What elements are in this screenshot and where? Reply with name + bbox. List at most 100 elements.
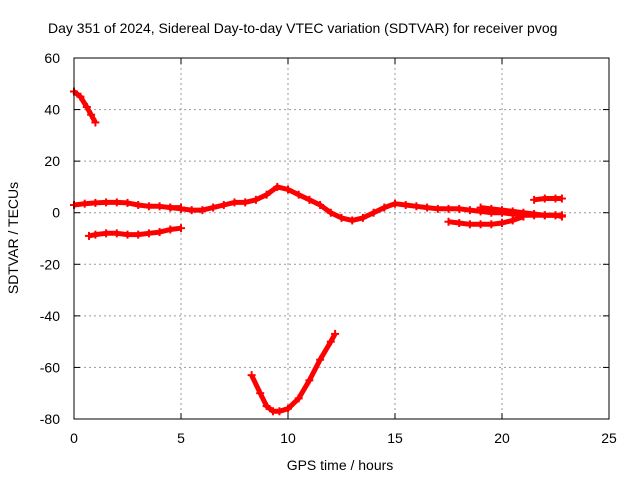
data-point (102, 198, 111, 207)
data-point (487, 204, 496, 213)
data-point (273, 182, 282, 191)
data-point (166, 225, 175, 234)
chart-title: Day 351 of 2024, Sidereal Day-to-day VTE… (48, 20, 557, 36)
data-point (284, 185, 292, 194)
y-tick-labels: -80 -60 -40 -20 0 20 40 60 (40, 50, 60, 427)
data-point (423, 203, 432, 212)
data-point (476, 220, 485, 229)
data-point (91, 198, 100, 207)
data-point (87, 110, 96, 119)
y-tick-label: 20 (44, 153, 60, 169)
data-point (316, 355, 325, 364)
data-point (530, 195, 539, 204)
data-point (557, 211, 566, 220)
data-point (144, 202, 153, 211)
data-point (455, 204, 464, 213)
data-point (348, 216, 357, 225)
data-point (540, 194, 549, 203)
data-point (102, 229, 111, 238)
data-point (508, 207, 517, 216)
data-point (123, 230, 132, 239)
data-point (455, 219, 464, 228)
data-point (316, 200, 325, 209)
data-point (476, 203, 485, 212)
x-tick-label: 15 (387, 430, 403, 446)
data-point (465, 206, 474, 215)
plot-frame (73, 57, 610, 420)
data-point (305, 195, 314, 204)
x-tick-label: 20 (494, 430, 510, 446)
grid-lines (74, 58, 609, 419)
data-point (262, 190, 271, 199)
data-point (166, 203, 175, 212)
data-point (134, 200, 143, 209)
data-point (380, 203, 389, 212)
data-point (84, 231, 93, 240)
data-point (256, 389, 265, 398)
data-point (358, 213, 367, 222)
x-tick-label: 5 (177, 430, 185, 446)
y-tick-label: 40 (44, 102, 60, 118)
data-point (247, 371, 256, 380)
data-point (112, 229, 121, 238)
data-point (557, 194, 566, 203)
data-point (284, 404, 292, 413)
series-line-arc-4 (170, 184, 563, 223)
data-point (155, 202, 164, 211)
data-point (91, 118, 100, 127)
y-tick-label: -80 (40, 411, 60, 427)
data-point (262, 402, 271, 411)
data-point (305, 376, 314, 385)
data-point (508, 216, 517, 225)
data-point (331, 329, 340, 338)
data-point (337, 213, 346, 222)
series-line-arc-5 (249, 332, 338, 414)
data-point (209, 203, 218, 212)
data-point (177, 204, 185, 213)
data-point (465, 220, 474, 229)
data-point (155, 228, 164, 237)
data-point (251, 195, 260, 204)
data-point (498, 206, 506, 215)
series-layer (70, 87, 566, 416)
data-point (540, 211, 549, 220)
data-point (134, 230, 143, 239)
y-tick-label: 60 (44, 50, 60, 66)
series-line-arc-3 (88, 225, 182, 239)
data-point (187, 206, 196, 215)
data-point (326, 208, 335, 217)
y-axis-label: SDTVAR / TECUs (5, 182, 21, 294)
data-point (369, 208, 378, 217)
data-point (144, 229, 153, 238)
y-tick-label: 0 (52, 205, 60, 221)
data-point (498, 219, 506, 228)
x-tick-labels: 0 5 10 15 20 25 (70, 430, 617, 446)
data-point (112, 198, 121, 207)
data-point (123, 198, 132, 207)
data-point (230, 198, 239, 207)
x-axis-label: GPS time / hours (287, 457, 394, 473)
data-point (80, 199, 89, 208)
x-tick-label: 10 (280, 430, 296, 446)
y-tick-label: -20 (40, 256, 60, 272)
data-point (294, 394, 303, 403)
data-point (219, 200, 228, 209)
data-point (444, 204, 453, 213)
data-point (76, 92, 85, 101)
data-point (82, 102, 91, 111)
data-point (530, 210, 539, 219)
data-point (91, 230, 100, 239)
data-point (177, 224, 185, 233)
data-point (391, 199, 399, 208)
data-point (198, 206, 207, 215)
data-point (275, 407, 284, 416)
data-point (487, 220, 496, 229)
data-point (519, 208, 528, 217)
data-point (401, 200, 410, 209)
data-point (326, 337, 335, 346)
data-point (433, 204, 442, 213)
data-point (241, 198, 250, 207)
y-tick-label: -40 (40, 308, 60, 324)
tick-marks (73, 57, 610, 420)
